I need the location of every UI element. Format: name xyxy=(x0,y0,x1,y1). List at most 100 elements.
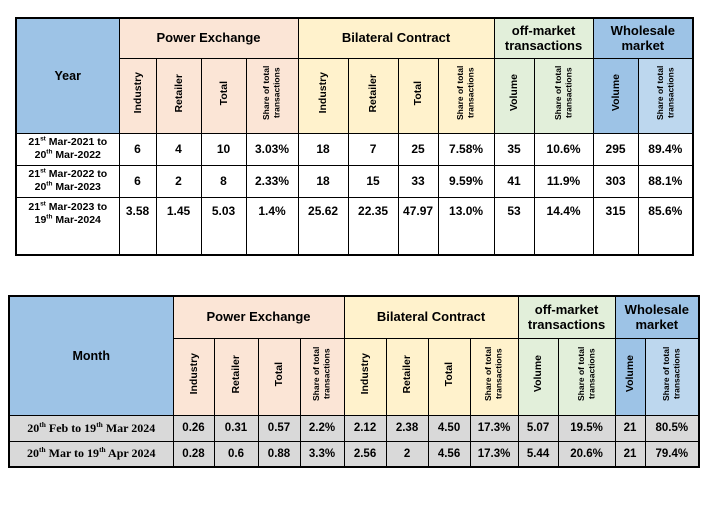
col-header-bc-industry: Industry xyxy=(297,57,349,134)
value-cell: 0.6 xyxy=(213,440,259,468)
group-header-power-exchange: Power Exchange xyxy=(118,17,299,59)
value-cell: 0.57 xyxy=(257,414,301,442)
year-range-label: 21st Mar-2023 to 19th Mar-2024 xyxy=(15,196,120,256)
yearly-transactions-table: Year Power Exchange Bilateral Contract o… xyxy=(15,17,695,256)
col-header-pe-retailer: Retailer xyxy=(155,57,202,134)
value-cell: 315 xyxy=(592,196,639,256)
value-cell: 0.28 xyxy=(172,440,215,468)
value-cell: 0.88 xyxy=(257,440,301,468)
year-range-label: 21st Mar-2022 to 20th Mar-2023 xyxy=(15,164,120,198)
value-cell: 2.33% xyxy=(245,164,299,198)
group-header-off-market: off-market transactions xyxy=(517,295,616,339)
value-cell: 4.50 xyxy=(427,414,471,442)
value-cell: 85.6% xyxy=(637,196,694,256)
value-cell: 33 xyxy=(397,164,439,198)
group-header-bilateral-contract: Bilateral Contract xyxy=(343,295,519,339)
value-cell: 4.56 xyxy=(427,440,471,468)
value-cell: 18 xyxy=(297,132,349,166)
value-cell: 2.12 xyxy=(343,414,387,442)
group-header-bilateral-contract: Bilateral Contract xyxy=(297,17,495,59)
col-header-bc-industry: Industry xyxy=(343,337,387,416)
value-cell: 295 xyxy=(592,132,639,166)
value-cell: 2 xyxy=(155,164,202,198)
value-cell: 25.62 xyxy=(297,196,349,256)
value-cell: 53 xyxy=(493,196,535,256)
value-cell: 2.56 xyxy=(343,440,387,468)
value-cell: 7 xyxy=(347,132,399,166)
group-header-row: Month Power Exchange Bilateral Contract … xyxy=(8,295,700,416)
col-header-om-volume: Volume xyxy=(517,337,559,416)
value-cell: 5.07 xyxy=(517,414,559,442)
value-cell: 1.4% xyxy=(245,196,299,256)
value-cell: 6 xyxy=(118,132,157,166)
col-header-ws-volume: Volume xyxy=(592,57,639,134)
value-cell: 10.6% xyxy=(533,132,594,166)
year-corner-header: Year xyxy=(15,17,120,134)
value-cell: 3.3% xyxy=(299,440,345,468)
col-header-bc-share: Share of total transactions xyxy=(469,337,519,416)
value-cell: 22.35 xyxy=(347,196,399,256)
group-header-wholesale: Wholesale market xyxy=(614,295,700,339)
table-row: 20th Mar to 19th Apr 2024 0.28 0.6 0.88 … xyxy=(8,440,700,468)
table-row: 21st Mar-2021 to 20th Mar-2022 6 4 10 3.0… xyxy=(15,132,694,166)
col-header-pe-retailer: Retailer xyxy=(213,337,259,416)
value-cell: 4 xyxy=(155,132,202,166)
value-cell: 2.38 xyxy=(385,414,429,442)
sub-header-row: Industry Retailer Total Share of total t… xyxy=(9,337,700,416)
value-cell: 1.45 xyxy=(155,196,202,256)
col-header-pe-industry: Industry xyxy=(172,337,215,416)
value-cell: 6 xyxy=(118,164,157,198)
value-cell: 15 xyxy=(347,164,399,198)
value-cell: 80.5% xyxy=(644,414,700,442)
value-cell: 88.1% xyxy=(637,164,694,198)
col-header-bc-retailer: Retailer xyxy=(347,57,399,134)
group-header-off-market: off-market transactions xyxy=(493,17,594,59)
col-header-ws-share: Share of total transactions xyxy=(644,337,700,416)
col-header-bc-total: Total xyxy=(427,337,471,416)
value-cell: 3.58 xyxy=(118,196,157,256)
value-cell: 13.0% xyxy=(437,196,495,256)
value-cell: 21 xyxy=(614,414,646,442)
col-header-om-volume: Volume xyxy=(493,57,535,134)
col-header-pe-share: Share of total transactions xyxy=(245,57,299,134)
value-cell: 25 xyxy=(397,132,439,166)
value-cell: 17.3% xyxy=(469,414,519,442)
group-header-row: Year Power Exchange Bilateral Contract o… xyxy=(15,17,694,134)
value-cell: 303 xyxy=(592,164,639,198)
col-header-bc-retailer: Retailer xyxy=(385,337,429,416)
value-cell: 3.03% xyxy=(245,132,299,166)
value-cell: 5.44 xyxy=(517,440,559,468)
col-header-om-share: Share of total transactions xyxy=(557,337,616,416)
value-cell: 41 xyxy=(493,164,535,198)
value-cell: 10 xyxy=(200,132,247,166)
table-row: 21st Mar-2022 to 20th Mar-2023 6 2 8 2.33… xyxy=(15,164,694,198)
value-cell: 8 xyxy=(200,164,247,198)
value-cell: 2.2% xyxy=(299,414,345,442)
value-cell: 11.9% xyxy=(533,164,594,198)
col-header-bc-total: Total xyxy=(397,57,439,134)
value-cell: 19.5% xyxy=(557,414,616,442)
col-header-ws-volume: Volume xyxy=(614,337,646,416)
col-header-ws-share: Share of total transactions xyxy=(637,57,694,134)
value-cell: 89.4% xyxy=(637,132,694,166)
value-cell: 21 xyxy=(614,440,646,468)
col-header-pe-share: Share of total transactions xyxy=(299,337,345,416)
col-header-pe-total: Total xyxy=(200,57,247,134)
value-cell: 14.4% xyxy=(533,196,594,256)
value-cell: 47.97 xyxy=(397,196,439,256)
month-range-label: 20th Mar to 19th Apr 2024 xyxy=(8,440,174,468)
value-cell: 79.4% xyxy=(644,440,700,468)
month-range-label: 20th Feb to 19th Mar 2024 xyxy=(8,414,174,442)
table-row: 20th Feb to 19th Mar 2024 0.26 0.31 0.57… xyxy=(8,414,700,442)
value-cell: 9.59% xyxy=(437,164,495,198)
value-cell: 5.03 xyxy=(200,196,247,256)
value-cell: 20.6% xyxy=(557,440,616,468)
year-range-label: 21st Mar-2021 to 20th Mar-2022 xyxy=(15,132,120,166)
table-row: 21st Mar-2023 to 19th Mar-2024 3.58 1.45 … xyxy=(15,196,694,256)
value-cell: 18 xyxy=(297,164,349,198)
value-cell: 0.26 xyxy=(172,414,215,442)
col-header-bc-share: Share of total transactions xyxy=(437,57,495,134)
sub-header-row: Industry Retailer Total Share of total t… xyxy=(16,57,694,134)
value-cell: 35 xyxy=(493,132,535,166)
